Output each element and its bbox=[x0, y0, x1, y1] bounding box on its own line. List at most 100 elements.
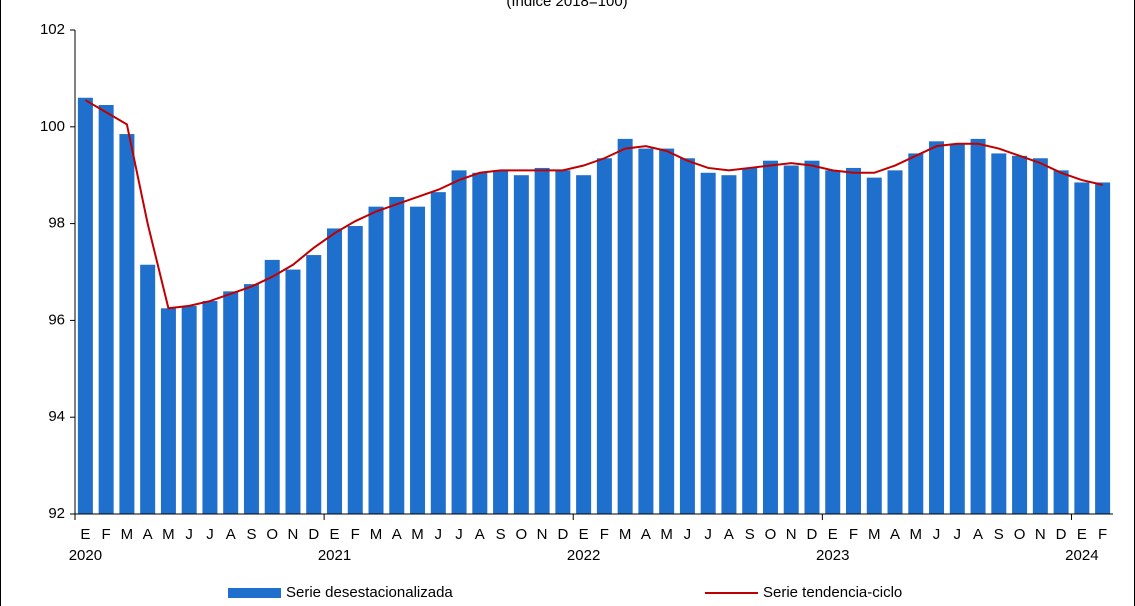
bar bbox=[721, 175, 737, 514]
trend-line bbox=[84, 99, 1103, 310]
x-tick-label: M bbox=[910, 526, 923, 543]
bar bbox=[119, 134, 135, 514]
bar bbox=[762, 160, 778, 514]
x-tick-label: E bbox=[329, 526, 339, 543]
x-tick-label: A bbox=[475, 526, 485, 543]
bar bbox=[576, 175, 592, 514]
bar bbox=[679, 158, 695, 514]
bar bbox=[347, 226, 363, 514]
x-tick-label: J bbox=[684, 526, 692, 543]
x-tick-label: M bbox=[411, 526, 424, 543]
bar bbox=[77, 97, 93, 514]
y-tick-label: 92 bbox=[48, 505, 65, 522]
x-tick-label: A bbox=[973, 526, 983, 543]
x-tick-label: E bbox=[80, 526, 90, 543]
x-tick-label: O bbox=[765, 526, 777, 543]
legend-swatch bbox=[228, 588, 281, 598]
bar bbox=[1032, 158, 1048, 514]
chart-title: (Índice 2018=100) bbox=[506, 0, 627, 10]
bar bbox=[659, 148, 675, 514]
bar bbox=[243, 284, 259, 514]
bar bbox=[555, 170, 571, 515]
x-tick-label: A bbox=[143, 526, 153, 543]
x-tick-label: J bbox=[704, 526, 712, 543]
bar bbox=[1095, 182, 1111, 514]
x-tick-label: A bbox=[392, 526, 402, 543]
bar bbox=[264, 259, 280, 514]
x-tick-label: O bbox=[516, 526, 528, 543]
x-tick-label: S bbox=[745, 526, 755, 543]
bar bbox=[783, 165, 799, 514]
year-label: 2024 bbox=[1065, 547, 1098, 564]
x-tick-label: N bbox=[537, 526, 548, 543]
bar bbox=[430, 192, 446, 514]
x-tick-label: N bbox=[786, 526, 797, 543]
bar bbox=[846, 167, 861, 514]
x-tick-label: N bbox=[1035, 526, 1046, 543]
bar bbox=[929, 141, 945, 514]
bar bbox=[596, 158, 612, 514]
bar bbox=[285, 269, 301, 514]
bar bbox=[223, 291, 239, 514]
bar bbox=[1053, 170, 1069, 515]
x-tick-label: D bbox=[807, 526, 818, 543]
bar bbox=[160, 308, 176, 514]
x-tick-label: A bbox=[724, 526, 734, 543]
x-tick-label: E bbox=[828, 526, 838, 543]
x-tick-label: M bbox=[660, 526, 673, 543]
x-tick-label: M bbox=[868, 526, 881, 543]
x-tick-label: N bbox=[288, 526, 299, 543]
bar bbox=[368, 206, 384, 514]
x-tick-label: S bbox=[994, 526, 1004, 543]
x-tick-label: A bbox=[641, 526, 651, 543]
x-tick-label: F bbox=[102, 526, 111, 543]
x-tick-label: S bbox=[246, 526, 256, 543]
x-tick-label: M bbox=[619, 526, 632, 543]
year-label: 2020 bbox=[69, 547, 102, 564]
bar bbox=[908, 153, 924, 515]
bar bbox=[410, 206, 426, 514]
x-tick-label: J bbox=[455, 526, 463, 543]
y-tick-label: 100 bbox=[40, 118, 65, 135]
x-tick-label: M bbox=[370, 526, 383, 543]
bar bbox=[327, 228, 342, 514]
x-tick-label: J bbox=[954, 526, 962, 543]
bar bbox=[472, 172, 488, 514]
year-label: 2022 bbox=[567, 547, 600, 564]
bar bbox=[804, 160, 820, 514]
x-tick-label: D bbox=[1056, 526, 1067, 543]
x-tick-label: F bbox=[351, 526, 360, 543]
year-label: 2021 bbox=[318, 547, 351, 564]
y-tick-label: 102 bbox=[40, 21, 65, 38]
x-tick-label: A bbox=[226, 526, 236, 543]
x-tick-label: F bbox=[600, 526, 609, 543]
x-tick-label: D bbox=[557, 526, 568, 543]
y-tick-label: 96 bbox=[48, 311, 65, 328]
bar bbox=[140, 264, 156, 514]
x-tick-label: D bbox=[308, 526, 319, 543]
bar bbox=[887, 170, 903, 515]
bar bbox=[389, 196, 405, 515]
bar bbox=[451, 170, 467, 515]
x-tick-label: J bbox=[206, 526, 214, 543]
legend-label: Serie desestacionalizada bbox=[286, 584, 453, 601]
x-tick-label: M bbox=[162, 526, 175, 543]
bar bbox=[98, 105, 114, 515]
x-tick-label: E bbox=[1077, 526, 1087, 543]
bar bbox=[700, 172, 716, 514]
bar bbox=[638, 148, 654, 514]
bar bbox=[970, 138, 986, 514]
bar bbox=[825, 170, 841, 515]
x-tick-label: J bbox=[435, 526, 443, 543]
x-tick-label: O bbox=[266, 526, 278, 543]
x-tick-label: M bbox=[121, 526, 134, 543]
x-tick-label: S bbox=[496, 526, 506, 543]
x-tick-label: O bbox=[1014, 526, 1026, 543]
bar bbox=[1074, 182, 1090, 514]
bar bbox=[202, 301, 218, 514]
bar bbox=[991, 153, 1007, 515]
x-tick-label: J bbox=[933, 526, 941, 543]
year-label: 2023 bbox=[816, 547, 849, 564]
x-tick-label: F bbox=[1098, 526, 1107, 543]
